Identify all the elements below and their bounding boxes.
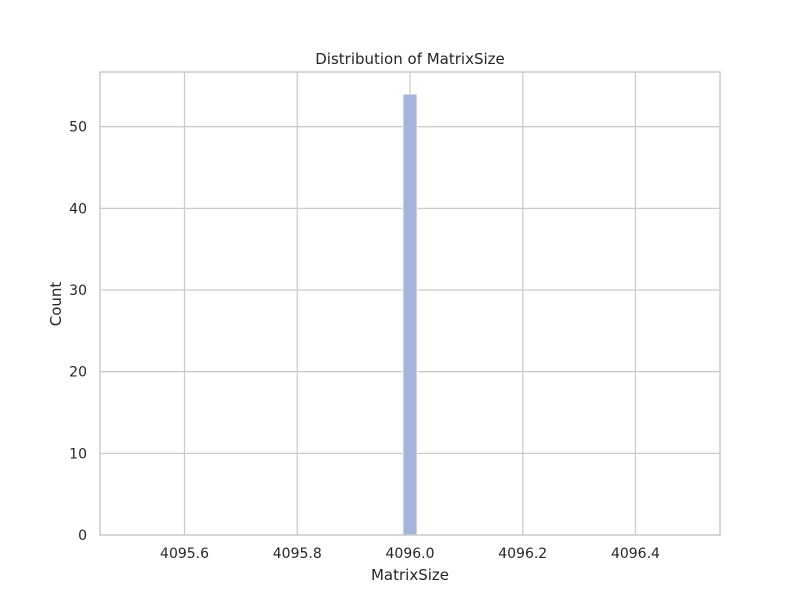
bars xyxy=(402,93,418,536)
y-tick-label: 50 xyxy=(69,120,87,136)
chart-title: Distribution of MatrixSize xyxy=(315,50,505,68)
y-tick-label: 30 xyxy=(69,283,87,299)
histogram-bar xyxy=(402,93,418,536)
x-tick-label: 4096.4 xyxy=(611,546,660,562)
y-tick-labels: 0 10 20 30 40 50 xyxy=(69,120,87,544)
y-tick-label: 40 xyxy=(69,201,87,217)
x-tick-label: 4096.0 xyxy=(386,546,435,562)
y-tick-label: 10 xyxy=(69,446,87,462)
x-tick-labels: 4095.6 4095.8 4096.0 4096.2 4096.4 xyxy=(160,546,660,562)
x-tick-label: 4095.6 xyxy=(160,546,209,562)
x-tick-label: 4096.2 xyxy=(498,546,547,562)
x-tick-label: 4095.8 xyxy=(273,546,322,562)
y-axis-label: Count xyxy=(47,282,65,327)
x-axis-label: MatrixSize xyxy=(371,566,449,584)
plot-frame xyxy=(99,71,721,536)
y-tick-label: 0 xyxy=(78,528,87,544)
y-tick-label: 20 xyxy=(69,365,87,381)
